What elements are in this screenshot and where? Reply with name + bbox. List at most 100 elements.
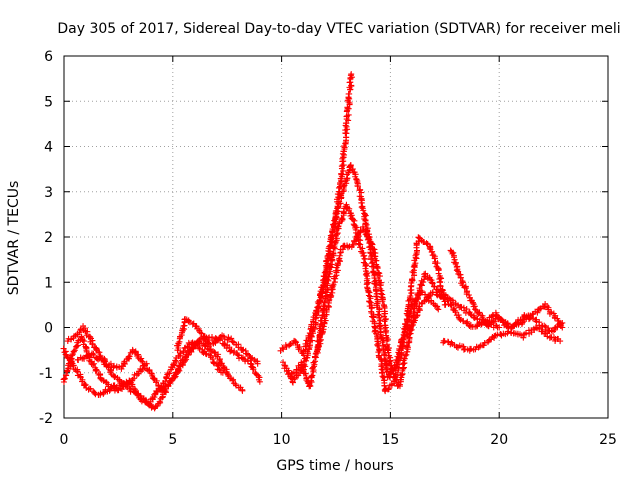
data-point-marker (126, 353, 133, 360)
data-point-marker (280, 346, 287, 353)
data-point-marker (436, 276, 443, 283)
y-axis-ticks: -2 -1 0 1 2 3 4 5 6 (39, 49, 608, 427)
data-point-marker (139, 358, 146, 365)
data-point-marker (444, 297, 451, 304)
data-point-marker (239, 387, 246, 394)
data-point-marker (348, 71, 355, 78)
data-point-marker (161, 382, 168, 389)
data-point-marker (293, 339, 300, 346)
data-point-marker (330, 244, 337, 251)
data-point-marker (379, 298, 386, 305)
data-point-marker (385, 385, 392, 392)
data-point-marker (347, 162, 354, 169)
y-tick-label: 3 (44, 185, 53, 201)
data-point-marker (137, 396, 144, 403)
data-point-marker (402, 352, 409, 359)
data-point-marker (374, 342, 381, 349)
data-point-marker (496, 324, 503, 331)
y-tick-label: 4 (44, 140, 53, 156)
data-point-marker (471, 306, 478, 313)
data-point-marker (92, 344, 99, 351)
data-point-marker (372, 327, 379, 334)
data-point-marker (360, 207, 367, 214)
data-point-marker (166, 370, 173, 377)
data-point-marker (457, 274, 464, 281)
data-point-marker (93, 366, 100, 373)
data-point-marker (360, 225, 367, 232)
y-tick-label: 0 (44, 321, 53, 337)
y-tick-label: -2 (39, 411, 53, 427)
data-point-marker (226, 344, 233, 351)
data-point-marker (358, 204, 365, 211)
data-point-marker (448, 302, 455, 309)
x-axis-ticks: 0 5 10 15 20 25 (60, 56, 617, 448)
data-point-marker (256, 378, 263, 385)
data-point-marker (382, 364, 389, 371)
data-point-marker (216, 335, 223, 342)
y-tick-label: 1 (44, 275, 53, 291)
data-point-marker (228, 335, 235, 342)
data-point-marker (316, 298, 323, 305)
data-point-marker (211, 349, 218, 356)
data-point-marker (391, 373, 398, 380)
data-point-marker (320, 323, 327, 330)
data-point-marker (520, 334, 527, 341)
data-point-marker (377, 282, 384, 289)
data-point-marker (309, 364, 316, 371)
data-point-marker (65, 354, 72, 361)
data-point-marker (354, 182, 361, 189)
data-point-marker (478, 312, 485, 319)
data-point-marker (476, 343, 483, 350)
chart-title: Day 305 of 2017, Sidereal Day-to-day VTE… (57, 21, 620, 37)
data-point-marker (317, 288, 324, 295)
x-tick-label: 10 (273, 432, 291, 448)
data-point-marker (452, 309, 459, 316)
data-point-marker (558, 321, 565, 328)
data-point-marker (220, 333, 227, 340)
data-point-marker (341, 144, 348, 151)
data-point-marker (84, 328, 91, 335)
x-tick-label: 20 (490, 432, 508, 448)
data-point-marker (164, 381, 171, 388)
data-point-marker (481, 339, 488, 346)
data-point-marker (210, 358, 217, 365)
data-point-marker (441, 301, 448, 308)
data-point-marker (91, 360, 98, 367)
y-tick-label: -1 (39, 366, 53, 382)
data-point-marker (180, 323, 187, 330)
data-point-marker (325, 302, 332, 309)
satellite-track-5 (174, 315, 261, 367)
data-point-marker (403, 343, 410, 350)
data-point-marker (134, 392, 141, 399)
data-point-marker (533, 318, 540, 325)
data-point-marker (407, 293, 414, 300)
data-point-marker (474, 315, 481, 322)
data-point-marker (156, 398, 163, 405)
data-point-marker (95, 356, 102, 363)
data-point-marker (235, 344, 242, 351)
data-point-marker (456, 315, 463, 322)
data-point-marker (378, 290, 385, 297)
data-point-marker (374, 265, 381, 272)
data-point-marker (308, 373, 315, 380)
data-point-marker (106, 387, 113, 394)
satellite-track-3 (64, 323, 226, 408)
data-point-marker (429, 280, 436, 287)
data-point-marker (138, 357, 145, 364)
data-point-marker (71, 347, 78, 354)
data-point-marker (412, 260, 419, 267)
data-point-marker (422, 291, 429, 298)
data-point-marker (409, 276, 416, 283)
data-point-marker (216, 365, 223, 372)
data-point-marker (373, 293, 380, 300)
data-point-marker (362, 271, 369, 278)
data-point-marker (523, 329, 530, 336)
data-point-marker (463, 319, 470, 326)
data-point-marker (434, 305, 441, 312)
data-point-marker (448, 301, 455, 308)
data-point-marker (345, 91, 352, 98)
data-point-marker (507, 324, 514, 331)
data-point-marker (437, 283, 444, 290)
data-point-marker (292, 338, 299, 345)
